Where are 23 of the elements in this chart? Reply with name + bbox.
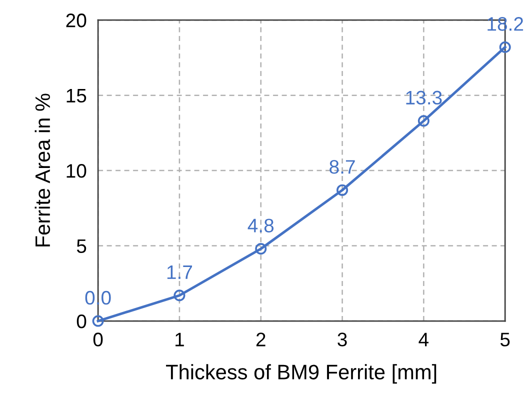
x-axis-title: Thickess of BM9 Ferrite [mm]: [166, 364, 436, 384]
x-tick-label: 0: [93, 332, 103, 346]
data-label: 13.3: [406, 90, 442, 105]
y-tick-label: 0: [76, 314, 86, 328]
data-label: 4.8: [248, 218, 274, 232]
data-label: 8.7: [330, 160, 355, 174]
point: [174, 290, 186, 302]
point: [499, 41, 511, 53]
point: [92, 315, 104, 327]
y-tick-label: 20: [66, 14, 86, 28]
x-tick-label: 4: [418, 332, 429, 346]
x-tick-label: 2: [256, 332, 266, 346]
point: [255, 243, 267, 255]
x-tick-label: 3: [338, 332, 347, 346]
x-tick-label: 5: [500, 332, 510, 346]
data-label: 1.7: [167, 266, 192, 279]
y-tick-label: 5: [76, 239, 86, 254]
point: [418, 115, 430, 127]
y-tick-label: 15: [66, 88, 86, 103]
y-tick-label: 10: [66, 164, 86, 178]
y-axis-title: Ferrite Area in %: [34, 94, 50, 246]
point: [336, 184, 348, 196]
x-tick-label: 1: [176, 332, 184, 346]
